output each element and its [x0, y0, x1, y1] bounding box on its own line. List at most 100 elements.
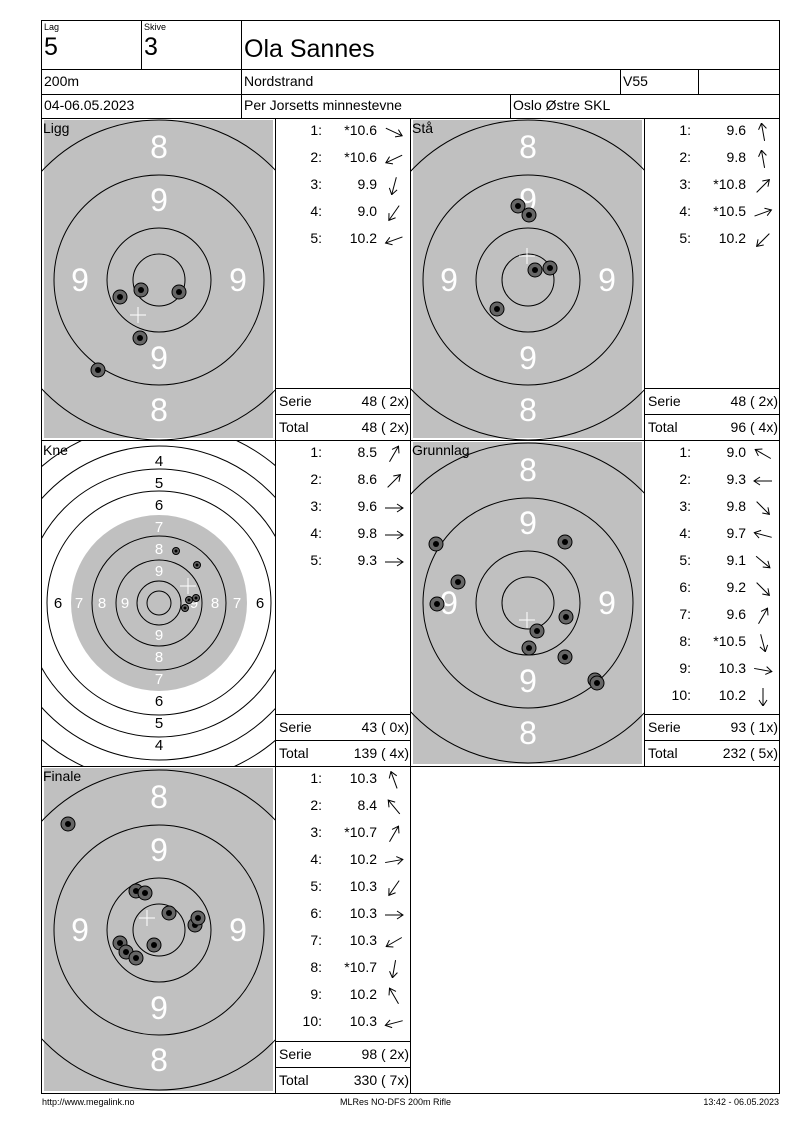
serie-value: 93 ( 1x) — [730, 719, 778, 735]
shot-hole — [190, 910, 206, 926]
direction-arrow-icon — [754, 207, 773, 217]
shot-row: 2: 9.8 — [645, 149, 779, 169]
shot-number: 7: — [679, 606, 691, 622]
direction-arrow-icon — [753, 476, 772, 486]
ring-label: 6 — [155, 497, 163, 514]
competition-cell: Per Jorsetts minnestevne — [241, 94, 511, 119]
shot-number: 9: — [679, 660, 691, 676]
ring-label: 8 — [150, 392, 168, 428]
ring-label: 8 — [155, 541, 163, 558]
panel-title: Finale — [43, 768, 82, 784]
shot-row: 7: 9.6 — [645, 606, 779, 626]
target-ring — [115, 559, 203, 647]
total-value: 139 ( 4x) — [353, 745, 409, 761]
shot-value: 9.9 — [357, 176, 377, 192]
target-ring — [42, 769, 275, 1091]
target-ring — [46, 490, 272, 716]
target-ligg: 8 9 9 9 9 8 Ligg — [41, 118, 276, 441]
serie-label: Serie — [648, 393, 681, 409]
ring-label: 9 — [519, 505, 537, 541]
shot-row: 4: 9.0 — [276, 203, 410, 223]
shot-value: 9.0 — [726, 444, 746, 460]
shot-row: 4: 9.8 — [276, 525, 410, 545]
shot-row: 9: 10.3 — [645, 660, 779, 680]
shot-number: 3: — [679, 176, 691, 192]
class-cell: V55 — [620, 69, 699, 95]
shot-hole — [542, 260, 558, 276]
ring-label: 5 — [155, 715, 163, 732]
shot-number: 4: — [679, 525, 691, 541]
distance: 200m — [44, 73, 80, 89]
ring-label: 8 — [98, 595, 106, 612]
direction-arrow-icon — [388, 205, 400, 222]
shot-row: 2: *10.6 — [276, 149, 410, 169]
shot-number: 9: — [310, 986, 322, 1002]
shot-row: 1: 9.0 — [645, 444, 779, 464]
shot-value: 9.8 — [726, 498, 746, 514]
ring-label: 8 — [519, 715, 537, 751]
skive-value: 3 — [144, 33, 158, 61]
target-ring — [411, 442, 644, 764]
serie-label: Serie — [279, 1046, 312, 1062]
shot-hole — [429, 596, 445, 612]
serie-row: Serie 43 ( 0x) — [276, 714, 411, 740]
shot-hole — [428, 536, 444, 552]
footer-url[interactable]: http://www.megalink.no — [42, 1097, 135, 1107]
shot-value: *10.7 — [344, 824, 377, 840]
shot-value: 9.8 — [357, 525, 377, 541]
shot-value: 9.7 — [726, 525, 746, 541]
direction-arrow-icon — [758, 150, 767, 168]
shot-value: 10.3 — [349, 932, 377, 948]
serie-value: 98 ( 2x) — [361, 1046, 409, 1062]
target-ring — [422, 174, 634, 386]
center-of-group-marker — [130, 307, 146, 323]
shot-value: *10.8 — [713, 176, 746, 192]
shot-number: 1: — [679, 122, 691, 138]
target-ring — [53, 174, 265, 386]
target-ring — [136, 580, 182, 626]
ring-label: 9 — [440, 585, 458, 621]
target-ring — [132, 253, 186, 307]
ring-label: 7 — [233, 595, 241, 612]
ring-label: 9 — [150, 340, 168, 376]
direction-arrow-icon — [384, 1019, 403, 1029]
ring-label: 8 — [150, 1042, 168, 1078]
skive-cell: Skive 3 — [141, 20, 242, 70]
shot-value: 9.6 — [726, 122, 746, 138]
ring-label: 5 — [155, 475, 163, 492]
shot-hole — [521, 640, 537, 656]
total-row: Total 48 ( 2x) — [276, 414, 411, 440]
shot-number: 6: — [679, 579, 691, 595]
shot-row: 3: *10.7 — [276, 824, 410, 844]
lag-label: Lag — [44, 22, 60, 32]
shot-number: 10: — [302, 1013, 322, 1029]
organizer: Oslo Østre SKL — [513, 97, 611, 113]
panel-title: Kne — [43, 442, 68, 458]
ring-label: 9 — [121, 595, 129, 612]
target-ring — [42, 119, 275, 440]
shot-value: 9.0 — [357, 203, 377, 219]
shooter-name: Ola Sannes — [244, 35, 375, 63]
ring-label: 4 — [155, 737, 163, 754]
shot-row: 10: 10.3 — [276, 1013, 410, 1033]
shot-hole — [185, 596, 193, 604]
direction-arrow-icon — [755, 555, 771, 569]
shot-row: 2: 8.4 — [276, 797, 410, 817]
target-background — [413, 442, 642, 764]
shot-row: 1: 10.3 — [276, 770, 410, 790]
class-extra-cell — [698, 69, 780, 95]
empty-area — [410, 766, 780, 1094]
lag-value: 5 — [44, 33, 58, 61]
shot-number: 2: — [310, 149, 322, 165]
shot-number: 2: — [679, 149, 691, 165]
target-ring — [42, 468, 275, 738]
footer-timestamp: 13:42 - 06.05.2023 — [703, 1097, 779, 1107]
direction-arrow-icon — [755, 233, 770, 248]
shot-hole — [558, 609, 574, 625]
ring-label: 9 — [150, 832, 168, 868]
shot-row: 2: 8.6 — [276, 471, 410, 491]
shot-row: 6: 9.2 — [645, 579, 779, 599]
direction-arrow-icon — [389, 445, 400, 463]
shot-row: 3: 9.8 — [645, 498, 779, 518]
ring-label: 8 — [519, 392, 537, 428]
